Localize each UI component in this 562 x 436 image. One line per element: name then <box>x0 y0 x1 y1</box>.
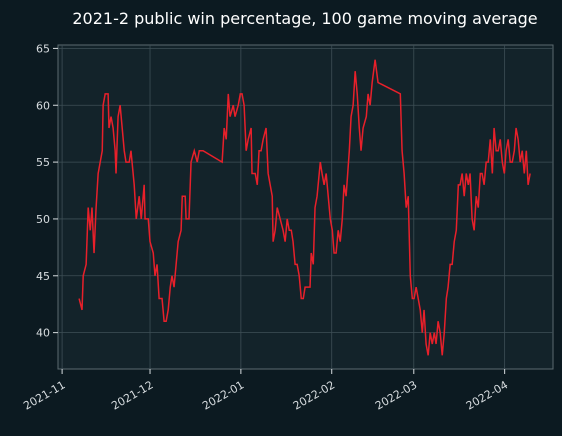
y-tick-label: 65 <box>36 42 50 55</box>
chart-title: 2021-2 public win percentage, 100 game m… <box>72 9 537 28</box>
data-line <box>78 59 531 356</box>
y-tick-label: 45 <box>36 270 50 283</box>
y-tick-label: 50 <box>36 213 50 226</box>
y-tick-label: 60 <box>36 99 50 112</box>
y-tick-label: 40 <box>36 327 50 340</box>
y-tick-label: 55 <box>36 156 50 169</box>
